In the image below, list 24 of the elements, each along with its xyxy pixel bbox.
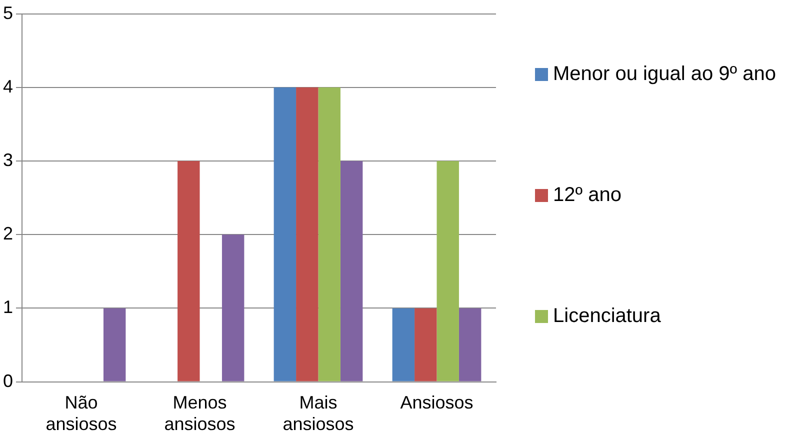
x-tick-label: Menos ansiosos [164,392,236,434]
x-tick-label: Mais ansiosos [282,392,354,434]
bar [103,308,126,382]
y-tick-label: 2 [2,224,14,244]
bar [318,87,340,382]
bar [274,87,296,382]
x-tick-label: Ansiosos [400,392,474,413]
bar [222,234,244,382]
y-tick-label: 5 [2,2,14,23]
legend-label: 12º ano [553,183,622,208]
bar [414,308,437,382]
legend-label: Menor ou igual ao 9º ano [553,62,776,87]
x-tick-label: Não ansiosos [46,392,117,434]
bar [436,161,459,382]
y-tick-label: 4 [2,76,14,96]
bar [178,161,200,382]
legend-label: Licenciatura [553,304,661,329]
y-tick-label: 1 [2,297,14,318]
y-tick-label: 0 [2,370,14,391]
bar [296,87,318,382]
y-tick-label: 3 [2,150,14,170]
bar [392,308,415,382]
bar [458,308,482,382]
bar [340,161,363,382]
